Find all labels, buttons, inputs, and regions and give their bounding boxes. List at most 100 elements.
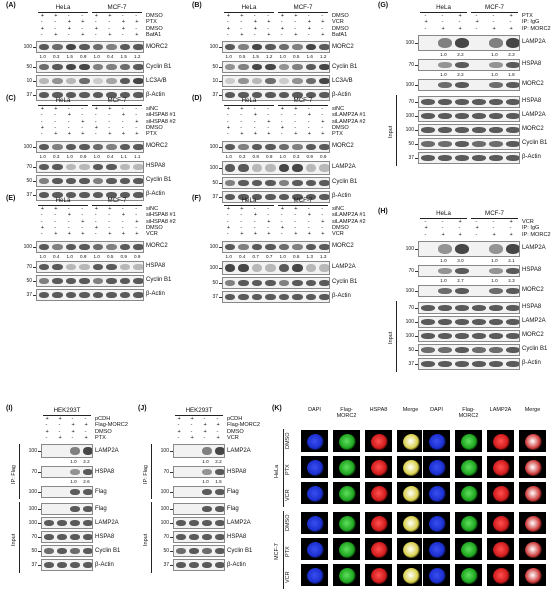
blot-band	[38, 243, 49, 250]
treatment-sign: -	[94, 231, 97, 238]
treatment-label: siNC	[332, 106, 345, 112]
micrograph	[454, 563, 483, 587]
blot-band	[505, 332, 519, 339]
blot-band	[79, 78, 90, 85]
blot-band	[505, 304, 519, 311]
blot-band	[454, 126, 469, 133]
blot-strip	[173, 503, 225, 516]
micrograph	[364, 481, 393, 505]
input-bracket	[396, 300, 397, 372]
panel-K: (K) DAPI Flag- MORC2 HSPA8 Merge DAPI Flag- MO…	[272, 405, 558, 597]
mw-marker: 100	[405, 287, 414, 294]
blot-band	[119, 44, 130, 51]
blot-band	[224, 243, 235, 250]
blot-band	[471, 318, 486, 325]
micrograph	[364, 429, 393, 453]
blot-strip	[36, 160, 144, 173]
treatment-sign: -	[54, 124, 57, 131]
blot-label: MORC2	[332, 43, 354, 50]
blot-band	[488, 304, 503, 311]
treatment-sign: +	[226, 206, 231, 212]
treatment-sign: +	[294, 131, 298, 138]
treatment-sign: -	[94, 112, 97, 119]
mw-tick	[415, 290, 418, 292]
treatment-sign: +	[108, 31, 112, 38]
blot-band	[471, 304, 486, 311]
mw-marker: 10	[26, 78, 32, 85]
blot-band	[52, 177, 63, 184]
micrograph	[396, 563, 425, 587]
treatment-sign: -	[71, 434, 74, 441]
channel-header: Flag- MORC2	[458, 407, 479, 419]
blot-band	[133, 277, 143, 284]
treatment-sign: +	[203, 428, 207, 435]
cell-blob	[429, 434, 446, 450]
cell-line-underline	[471, 11, 518, 13]
treatment-sign: +	[121, 212, 126, 219]
mw-marker: 70	[163, 534, 169, 541]
treatment-sign: +	[40, 206, 45, 212]
cell-line-header: HeLa	[55, 97, 71, 104]
mw-tick	[415, 129, 418, 131]
blot-band	[106, 44, 117, 51]
blot-strip	[41, 545, 93, 558]
input-label: Input	[388, 332, 394, 345]
treatment-sign: +	[94, 106, 99, 112]
treatment-sign: -	[226, 118, 229, 125]
blot-band	[265, 293, 276, 300]
treatment-sign: +	[321, 31, 325, 38]
treatment-sign: +	[226, 124, 231, 131]
blot-label: β-Actin	[146, 291, 165, 297]
treatment-sign: -	[190, 422, 193, 429]
mw-marker: 50	[26, 177, 32, 184]
cell-blob	[429, 460, 446, 476]
mw-marker: 100	[209, 243, 218, 250]
quant-value: 1.0	[440, 71, 447, 77]
quant-value: 0.4	[107, 54, 114, 60]
blot-label: Cyclin B1	[522, 140, 548, 147]
mw-tick	[219, 167, 222, 169]
cell-blob	[429, 568, 446, 584]
treatment-sign: +	[226, 13, 231, 19]
micrograph	[422, 537, 451, 561]
micrograph	[332, 563, 361, 587]
blot-band	[106, 191, 117, 198]
treatment-sign: -	[54, 218, 57, 225]
blot-band	[292, 193, 303, 200]
treatment-sign: -	[81, 124, 84, 131]
quant-value: 1.3	[306, 253, 313, 259]
blot-band	[214, 447, 224, 456]
cell-line-underline	[224, 104, 274, 106]
treatment-sign: -	[226, 31, 229, 38]
input-bracket	[396, 94, 397, 166]
treatment-sign: +	[84, 434, 88, 441]
mw-marker: 70	[408, 267, 414, 274]
treatment-sign: -	[280, 118, 283, 125]
blot-band	[65, 243, 76, 250]
micrograph	[364, 563, 393, 587]
blot-band	[305, 293, 316, 300]
blot-strip	[173, 517, 225, 530]
treatment-sign: +	[475, 225, 479, 232]
treatment-sign: +	[294, 231, 298, 238]
treatment-sign: -	[226, 19, 229, 26]
quant-value: 0.9	[80, 54, 87, 60]
blot-band	[119, 243, 130, 250]
mw-marker: 37	[26, 191, 32, 198]
blot-band	[43, 520, 54, 527]
mw-tick	[38, 509, 41, 511]
blot-band	[305, 243, 316, 250]
micrograph	[332, 537, 361, 561]
blot-band	[251, 64, 262, 71]
blot-band	[278, 179, 289, 186]
treatment-sign: -	[67, 224, 70, 231]
blot-band	[454, 318, 469, 325]
blot-label: Flag	[227, 488, 239, 495]
blot-band	[92, 44, 103, 51]
treatment-sign: -	[121, 218, 124, 225]
blot-band	[79, 177, 90, 184]
blot-band	[79, 163, 90, 170]
blot-band	[106, 92, 117, 99]
blot-band	[437, 98, 452, 105]
mw-tick	[33, 246, 36, 248]
